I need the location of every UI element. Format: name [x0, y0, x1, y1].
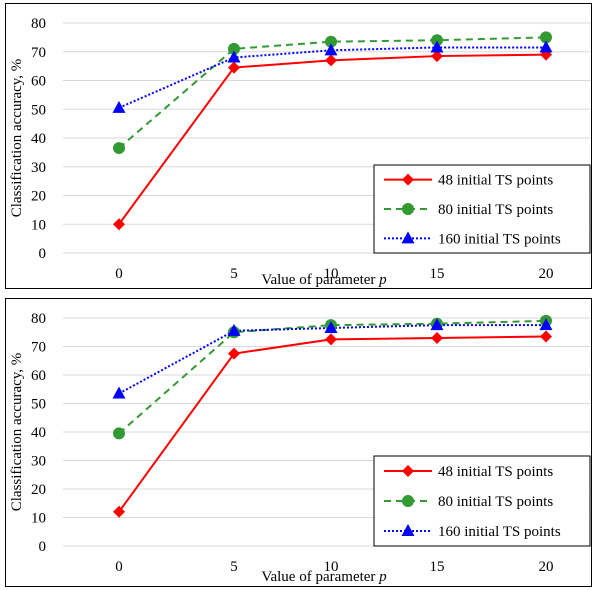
y-axis-label: Classification accuracy, %: [9, 59, 25, 218]
x-tick-label: 20: [539, 266, 554, 282]
marker-triangle: [227, 50, 241, 63]
x-tick-label: 10: [324, 559, 339, 575]
y-tick-label: 10: [31, 511, 46, 527]
marker-circle: [113, 142, 125, 155]
y-tick-label: 10: [31, 217, 46, 233]
y-tick-label: 60: [31, 368, 46, 384]
y-tick-label: 30: [31, 160, 46, 176]
x-tick-label: 10: [324, 266, 339, 282]
marker-triangle: [430, 318, 444, 331]
marker-circle: [402, 203, 414, 215]
y-axis-label: Classification accuracy, %: [9, 353, 25, 512]
marker-diamond: [325, 333, 337, 346]
legend-label-2: 160 initial TS points: [438, 231, 561, 247]
x-axis-label: Value of parameter p: [261, 272, 387, 288]
y-tick-label: 50: [31, 397, 46, 413]
marker-triangle: [227, 323, 241, 336]
legend-label-0: 48 initial TS points: [438, 173, 553, 189]
x-tick-label: 5: [230, 559, 238, 575]
legend-label-0: 48 initial TS points: [438, 464, 553, 480]
chart-bottom: 0 10 20 30 40 50 60 70 80 0 5 10 15 20 Classification …: [9, 311, 591, 585]
marker-triangle: [112, 386, 126, 399]
x-axis-label-text: Value of parameter: [261, 569, 379, 585]
y-tick-label: 20: [31, 482, 46, 498]
marker-triangle: [430, 40, 444, 53]
marker-diamond: [402, 173, 414, 186]
legend-label-2: 160 initial TS points: [438, 524, 561, 540]
marker-triangle: [112, 100, 126, 113]
y-tick-label: 80: [31, 16, 46, 32]
x-tick-label: 5: [230, 266, 238, 282]
marker-circle: [228, 42, 240, 55]
series-line-2: [118, 46, 546, 109]
chart-panel-bottom: 0 10 20 30 40 50 60 70 80 0 5 10 15 20 Classification …: [5, 298, 592, 587]
y-tick-label: 0: [39, 539, 47, 555]
marker-triangle: [401, 524, 415, 536]
marker-circle: [325, 35, 337, 48]
marker-triangle: [401, 231, 415, 244]
marker-diamond: [228, 347, 240, 360]
marker-diamond: [113, 505, 125, 518]
marker-diamond: [431, 50, 443, 63]
series-line-1: [118, 319, 547, 435]
x-axis-label-variable: p: [378, 569, 387, 585]
y-tick-label: 70: [31, 45, 46, 61]
marker-circle: [540, 31, 552, 44]
y-tick-label: 50: [31, 102, 46, 118]
x-axis-label: Value of parameter p: [261, 569, 387, 585]
y-tick-label: 0: [39, 246, 47, 262]
marker-circle: [402, 495, 414, 507]
marker-triangle: [324, 43, 338, 56]
y-tick-label: 80: [31, 311, 46, 327]
marker-diamond: [540, 330, 552, 343]
y-tick-label: 20: [31, 189, 46, 205]
marker-triangle: [324, 320, 338, 333]
x-tick-label: 20: [539, 559, 554, 575]
y-tick-label: 30: [31, 454, 46, 470]
x-axis-label-variable: p: [378, 272, 387, 288]
chart-top: 0 10 20 30 40 50 60 70 80 0 5 10 15 20 Classification …: [9, 16, 591, 288]
x-tick-label: 15: [430, 266, 445, 282]
marker-triangle: [539, 40, 553, 53]
marker-triangle: [539, 318, 553, 331]
marker-diamond: [431, 331, 443, 344]
legend-label-1: 80 initial TS points: [438, 494, 553, 510]
y-tick-label: 60: [31, 74, 46, 90]
y-tick-label: 70: [31, 340, 46, 356]
y-tick-label: 40: [31, 131, 46, 147]
x-tick-label: 0: [115, 266, 123, 282]
series-line-1: [118, 36, 547, 149]
legend-label-1: 80 initial TS points: [438, 202, 553, 218]
marker-diamond: [402, 465, 414, 477]
chart-panel-top: 0 10 20 30 40 50 60 70 80 0 5 10 15 20 Classification …: [5, 3, 592, 289]
y-tick-label: 40: [31, 425, 46, 441]
marker-circle: [113, 427, 125, 440]
x-tick-label: 15: [430, 559, 445, 575]
marker-diamond: [113, 218, 125, 231]
marker-diamond: [228, 61, 240, 74]
x-tick-label: 0: [115, 559, 123, 575]
x-axis-label-text: Value of parameter: [261, 272, 379, 288]
marker-diamond: [325, 54, 337, 67]
marker-circle: [431, 34, 443, 47]
